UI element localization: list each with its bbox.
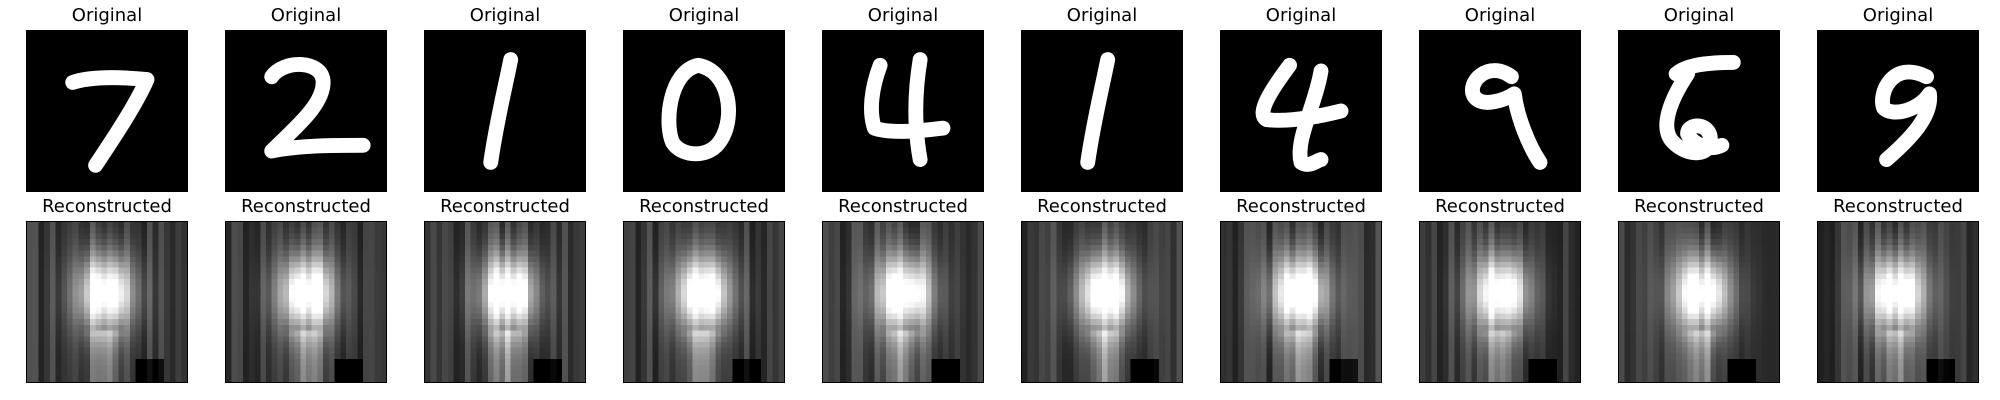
subplot-title: Original [71,5,143,26]
digit-stroke [483,52,519,170]
reconstructed-digit-image [1618,221,1780,383]
subplot-title: Original [867,5,939,26]
reconstructed-digit-image [1817,221,1979,383]
digit-stroke [864,52,951,167]
original-digit-image [1021,30,1183,192]
reconstructed-digit-image [623,221,785,383]
reconstructed-digit-image [225,221,387,383]
reconstructed-digit-image [1220,221,1382,383]
original-digit-image [225,30,387,192]
subplot-title: Original [1663,5,1735,26]
subplot-title: Original [1066,5,1138,26]
subplot-title: Original [668,5,740,26]
subplot-title: Reconstructed [241,196,371,217]
original-digit-image [1817,30,1979,192]
subplot-title: Reconstructed [1037,196,1167,217]
subplot-title: Reconstructed [1833,196,1963,217]
digit-stroke [1875,64,1937,167]
subplot-title: Reconstructed [440,196,570,217]
subplot-title: Original [1265,5,1337,26]
digit-stroke [1255,57,1349,172]
reconstructed-digit-image [1021,221,1183,383]
digit-stroke [1659,55,1741,161]
original-digit-image [26,30,188,192]
digit-stroke [661,57,736,162]
reconstructed-digit-image [26,221,188,383]
reconstructed-digit-image [1419,221,1581,383]
subplot-title: Reconstructed [42,196,172,217]
subplot-title: Reconstructed [1435,196,1565,217]
reconstructed-digit-image [822,221,984,383]
digit-stroke [264,57,371,159]
digit-stroke [65,70,155,173]
digit-stroke [1465,63,1548,170]
subplot-title: Original [1862,5,1934,26]
subplot-title: Original [469,5,541,26]
subplot-title: Reconstructed [1634,196,1764,217]
original-digit-image [623,30,785,192]
subplot-title: Reconstructed [1236,196,1366,217]
original-digit-image [424,30,586,192]
digit-stroke [1080,52,1116,170]
original-digit-image [1220,30,1382,192]
reconstructed-digit-image [424,221,586,383]
subplot-title: Reconstructed [838,196,968,217]
original-digit-image [1419,30,1581,192]
subplot-title: Reconstructed [639,196,769,217]
original-digit-image [822,30,984,192]
subplot-title: Original [270,5,342,26]
subplot-title: Original [1464,5,1536,26]
original-digit-image [1618,30,1780,192]
